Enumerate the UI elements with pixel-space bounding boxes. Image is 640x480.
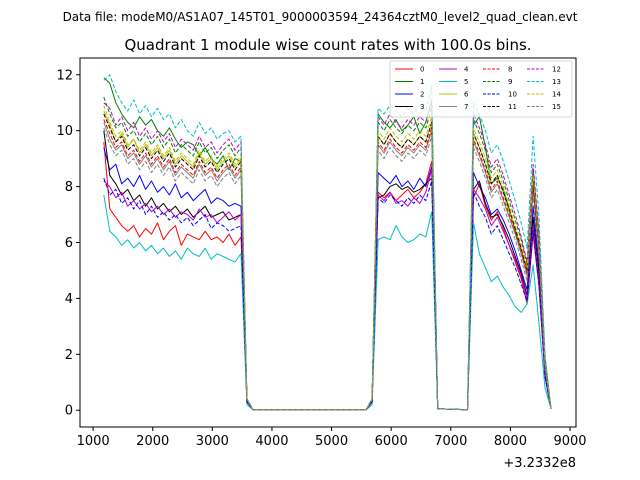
series-line-12 bbox=[103, 102, 552, 411]
y-axis: 0 2 4 6 8 10 12 bbox=[56, 68, 80, 419]
x-axis: 1000 2000 3000 4000 5000 6000 7000 8000 9000 bbox=[77, 427, 587, 449]
legend-label-6: 6 bbox=[464, 91, 469, 99]
y-tick-label: 2 bbox=[65, 348, 73, 363]
legend-box bbox=[389, 60, 573, 118]
legend-label-0: 0 bbox=[420, 66, 424, 74]
y-tick-label: 0 bbox=[65, 404, 73, 419]
series-line-4 bbox=[103, 169, 552, 411]
legend-label-5: 5 bbox=[464, 78, 468, 86]
legend-label-2: 2 bbox=[420, 91, 424, 99]
x-tick-label: 8000 bbox=[494, 434, 527, 449]
series-line-14 bbox=[103, 105, 552, 411]
series-line-9 bbox=[103, 96, 552, 411]
series-line-13 bbox=[103, 74, 552, 411]
legend-label-1: 1 bbox=[420, 78, 424, 86]
series-line-5 bbox=[103, 194, 552, 411]
y-tick-label: 6 bbox=[65, 236, 73, 251]
series-line-10 bbox=[103, 178, 552, 411]
x-tick-label: 2000 bbox=[136, 434, 169, 449]
y-tick-label: 4 bbox=[65, 292, 73, 307]
data-file-label: Data file: modeM0/AS1A07_145T01_90000035… bbox=[63, 10, 578, 24]
series-line-2 bbox=[103, 147, 552, 411]
series-line-3 bbox=[103, 130, 552, 411]
x-offset-label: +3.2332e8 bbox=[503, 456, 576, 471]
legend-label-9: 9 bbox=[508, 78, 512, 86]
legend-label-10: 10 bbox=[508, 91, 517, 99]
legend-label-14: 14 bbox=[552, 91, 561, 99]
legend-label-13: 13 bbox=[552, 78, 561, 86]
chart-title: Quadrant 1 module wise count rates with … bbox=[124, 36, 531, 54]
series-line-11 bbox=[103, 113, 552, 411]
y-tick-label: 8 bbox=[65, 180, 73, 195]
legend-label-12: 12 bbox=[552, 66, 561, 74]
x-tick-label: 1000 bbox=[77, 434, 110, 449]
plot-area bbox=[103, 74, 552, 411]
x-tick-label: 5000 bbox=[315, 434, 348, 449]
legend-label-8: 8 bbox=[508, 66, 512, 74]
series-line-15 bbox=[103, 127, 552, 411]
legend-label-7: 7 bbox=[464, 103, 468, 111]
legend-label-15: 15 bbox=[552, 103, 561, 111]
y-tick-label: 10 bbox=[56, 124, 73, 139]
x-tick-label: 3000 bbox=[196, 434, 229, 449]
legend-label-4: 4 bbox=[464, 66, 469, 74]
x-tick-label: 4000 bbox=[255, 434, 288, 449]
series-line-0 bbox=[103, 141, 552, 411]
legend-label-3: 3 bbox=[420, 103, 424, 111]
legend-label-11: 11 bbox=[508, 103, 517, 111]
x-tick-label: 9000 bbox=[553, 434, 586, 449]
x-tick-label: 7000 bbox=[434, 434, 467, 449]
x-tick-label: 6000 bbox=[375, 434, 408, 449]
y-tick-label: 12 bbox=[56, 68, 73, 83]
